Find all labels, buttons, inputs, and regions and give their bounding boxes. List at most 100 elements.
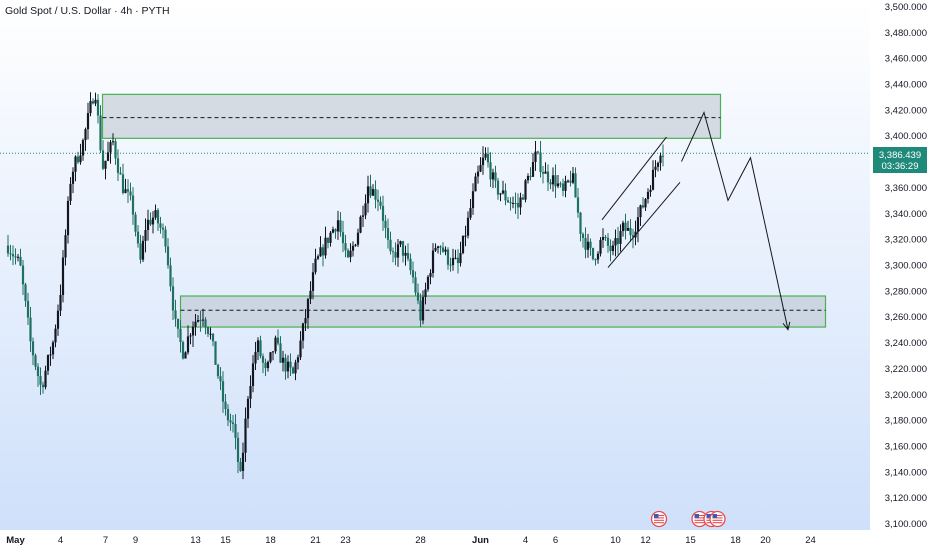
candle-body xyxy=(191,326,195,336)
candle-body xyxy=(359,216,362,233)
candle-body xyxy=(646,191,650,199)
y-tick-label: 3,320.000 xyxy=(885,235,927,246)
candle-body xyxy=(56,310,60,329)
candle-body xyxy=(409,258,412,271)
x-tick-label: 10 xyxy=(610,535,621,546)
candle-body xyxy=(594,259,597,261)
x-tick-label: 12 xyxy=(640,535,651,546)
candle-body xyxy=(106,152,110,161)
zone-1 xyxy=(101,93,722,139)
candle-body xyxy=(246,398,250,419)
candle-body xyxy=(99,115,102,151)
candle-body xyxy=(231,422,235,425)
candle-body xyxy=(551,175,555,185)
candle-body xyxy=(411,270,415,278)
candle-body xyxy=(569,180,572,183)
candle-body xyxy=(74,156,77,172)
x-tick-label: 6 xyxy=(553,535,558,546)
candle-body xyxy=(406,252,410,259)
candle-body xyxy=(394,252,397,258)
candle-body xyxy=(244,418,247,453)
candle-body xyxy=(279,343,282,363)
candle-body xyxy=(526,175,530,181)
candle-body xyxy=(249,386,252,399)
candle-body xyxy=(536,151,540,153)
candle-body xyxy=(139,243,142,260)
candle-body xyxy=(119,172,122,175)
candle-body xyxy=(566,180,570,182)
y-tick-label: 3,100.000 xyxy=(885,519,927,530)
candle-body xyxy=(441,247,445,252)
x-tick-label: 24 xyxy=(805,535,816,546)
candle-body xyxy=(601,237,605,240)
candle-body xyxy=(464,235,467,237)
candle-body xyxy=(166,246,170,266)
candle-body xyxy=(161,227,165,230)
candle-body xyxy=(11,254,15,257)
candle-body xyxy=(546,171,550,183)
x-tick-label: 20 xyxy=(760,535,771,546)
candle-body xyxy=(266,361,270,369)
price-badge-box xyxy=(873,147,927,173)
candle-body xyxy=(419,300,422,321)
time-axis-background xyxy=(0,530,870,550)
candle-body xyxy=(499,193,502,195)
candle-body xyxy=(51,342,55,355)
channel-lower-line xyxy=(607,181,681,268)
candle-body xyxy=(319,247,322,257)
candle-body xyxy=(299,340,302,358)
candle-body xyxy=(286,361,290,372)
candle-body xyxy=(596,253,600,260)
candle-body xyxy=(79,155,82,163)
bar-countdown-label: 03:36:29 xyxy=(882,161,919,172)
candle-body xyxy=(639,205,642,218)
candle-body xyxy=(416,292,420,301)
candle-body xyxy=(141,240,145,260)
y-tick-label: 3,220.000 xyxy=(885,364,927,375)
candle-body xyxy=(366,186,370,204)
time-axis[interactable]: May 4 7 9 13 15 18 21 23 28 Jun 4 6 10 12 15 18 20 24 xyxy=(6,535,816,546)
candle-body xyxy=(169,265,172,287)
candle-body xyxy=(619,231,622,244)
projection-arrowhead xyxy=(782,321,791,331)
candle-body xyxy=(571,173,575,183)
candle-body xyxy=(271,351,275,353)
candle-body xyxy=(224,401,227,409)
y-tick-label: 3,120.000 xyxy=(885,493,927,504)
candle-body xyxy=(261,356,265,363)
candle-body xyxy=(384,220,387,229)
candle-body xyxy=(386,228,390,240)
y-tick-label: 3,500.000 xyxy=(885,2,927,13)
candle-body xyxy=(589,241,592,248)
candle-body xyxy=(469,208,472,218)
candle-body xyxy=(329,232,332,243)
candle-body xyxy=(236,437,240,463)
candle-body xyxy=(564,180,567,191)
candle-body xyxy=(171,286,175,311)
candle-body xyxy=(421,296,425,321)
x-tick-label: Jun xyxy=(472,535,489,546)
candle-body xyxy=(81,140,85,156)
y-tick-label: 3,200.000 xyxy=(885,390,927,401)
candle-body xyxy=(554,175,557,187)
candle-body xyxy=(9,253,12,255)
candle-body xyxy=(514,202,517,204)
candle-body xyxy=(539,152,542,172)
price-axis[interactable]: 3,100.000 3,120.000 3,140.000 3,160.000 3,18… xyxy=(885,2,927,530)
candle-body xyxy=(84,129,87,141)
candle-body xyxy=(599,239,602,254)
candle-body xyxy=(574,173,577,198)
candle-body xyxy=(614,238,617,246)
x-tick-label: May xyxy=(6,535,25,546)
candle-body xyxy=(186,336,190,353)
candle-body xyxy=(41,384,45,388)
candle-body xyxy=(629,227,632,236)
candle-body xyxy=(239,462,242,471)
candle-body xyxy=(181,342,185,359)
candle-body xyxy=(496,180,500,195)
candle-body xyxy=(524,180,527,200)
candle-body xyxy=(431,250,435,274)
y-tick-label: 3,440.000 xyxy=(885,80,927,91)
candle-body xyxy=(339,220,342,233)
